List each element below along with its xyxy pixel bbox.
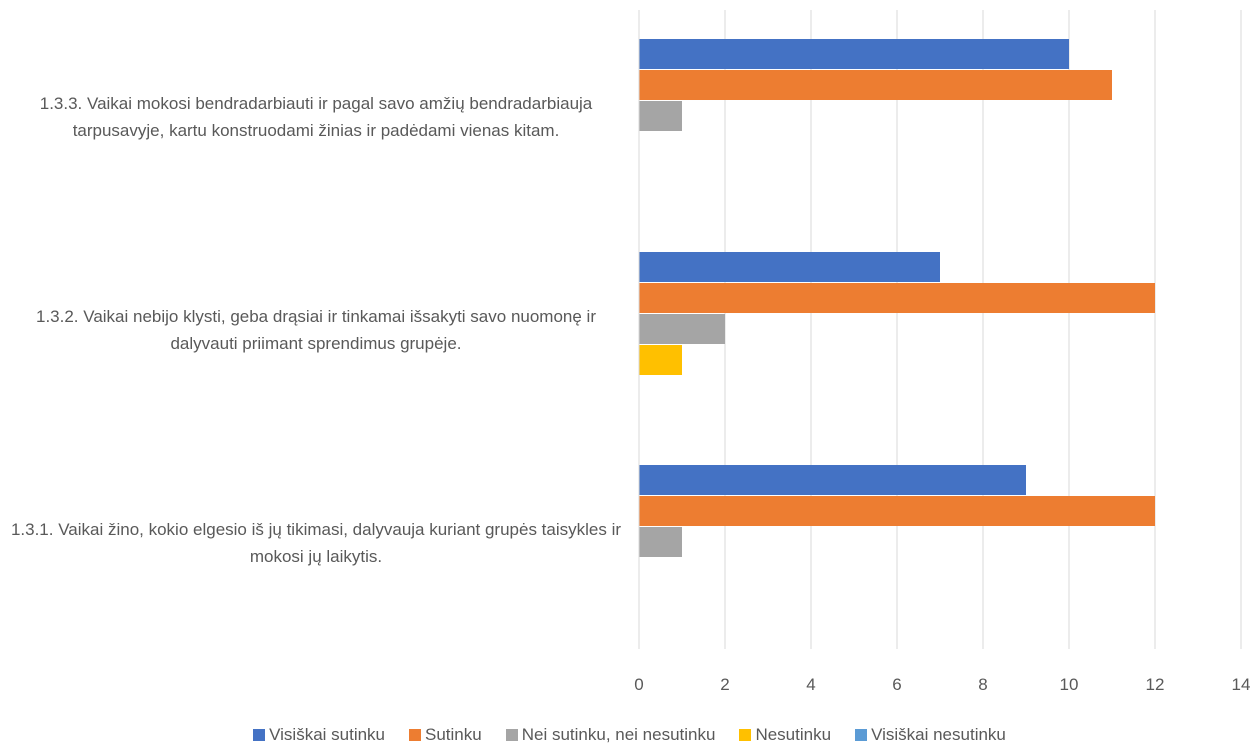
legend-swatch [739, 729, 752, 741]
legend-swatch [505, 729, 518, 741]
legend-item: Sutinku [409, 725, 482, 745]
legend-item: Nei sutinku, nei nesutinku [505, 725, 716, 745]
x-tick-label: 8 [978, 675, 987, 694]
category-label: 1.3.2. Vaikai nebijo klysti, geba drąsia… [35, 306, 596, 353]
legend-swatch [253, 729, 266, 741]
x-tick-label: 10 [1060, 675, 1079, 694]
bar [639, 101, 682, 131]
legend-label: Sutinku [425, 725, 482, 744]
bar [639, 527, 682, 557]
x-tick-label: 12 [1146, 675, 1165, 694]
legend-item: Visiškai nesutinku [855, 725, 1006, 745]
x-tick-label: 4 [806, 675, 815, 694]
legend-label: Visiškai nesutinku [871, 725, 1006, 744]
legend-swatch [409, 729, 422, 741]
category-label: 1.3.3. Vaikai mokosi bendradarbiauti ir … [39, 93, 593, 140]
legend-label: Nei sutinku, nei nesutinku [521, 725, 716, 744]
x-tick-label: 6 [892, 675, 901, 694]
legend-item: Visiškai sutinku [253, 725, 385, 745]
bar [639, 345, 682, 375]
bar [639, 465, 1026, 495]
bar [639, 252, 940, 282]
bar [639, 39, 1069, 69]
category-label: 1.3.1. Vaikai žino, kokio elgesio iš jų … [10, 519, 622, 566]
legend: Visiškai sutinku Sutinku Nei sutinku, nei … [0, 725, 1259, 745]
bar [639, 314, 725, 344]
x-tick-label: 14 [1232, 675, 1251, 694]
legend-item: Nesutinku [739, 725, 831, 745]
x-tick-label: 2 [720, 675, 729, 694]
legend-label: Visiškai sutinku [269, 725, 386, 744]
x-tick-label: 0 [634, 675, 643, 694]
bar [639, 283, 1155, 313]
bar [639, 70, 1112, 100]
bar [639, 496, 1155, 526]
legend-label: Nesutinku [755, 725, 832, 744]
legend-swatch [855, 729, 868, 741]
